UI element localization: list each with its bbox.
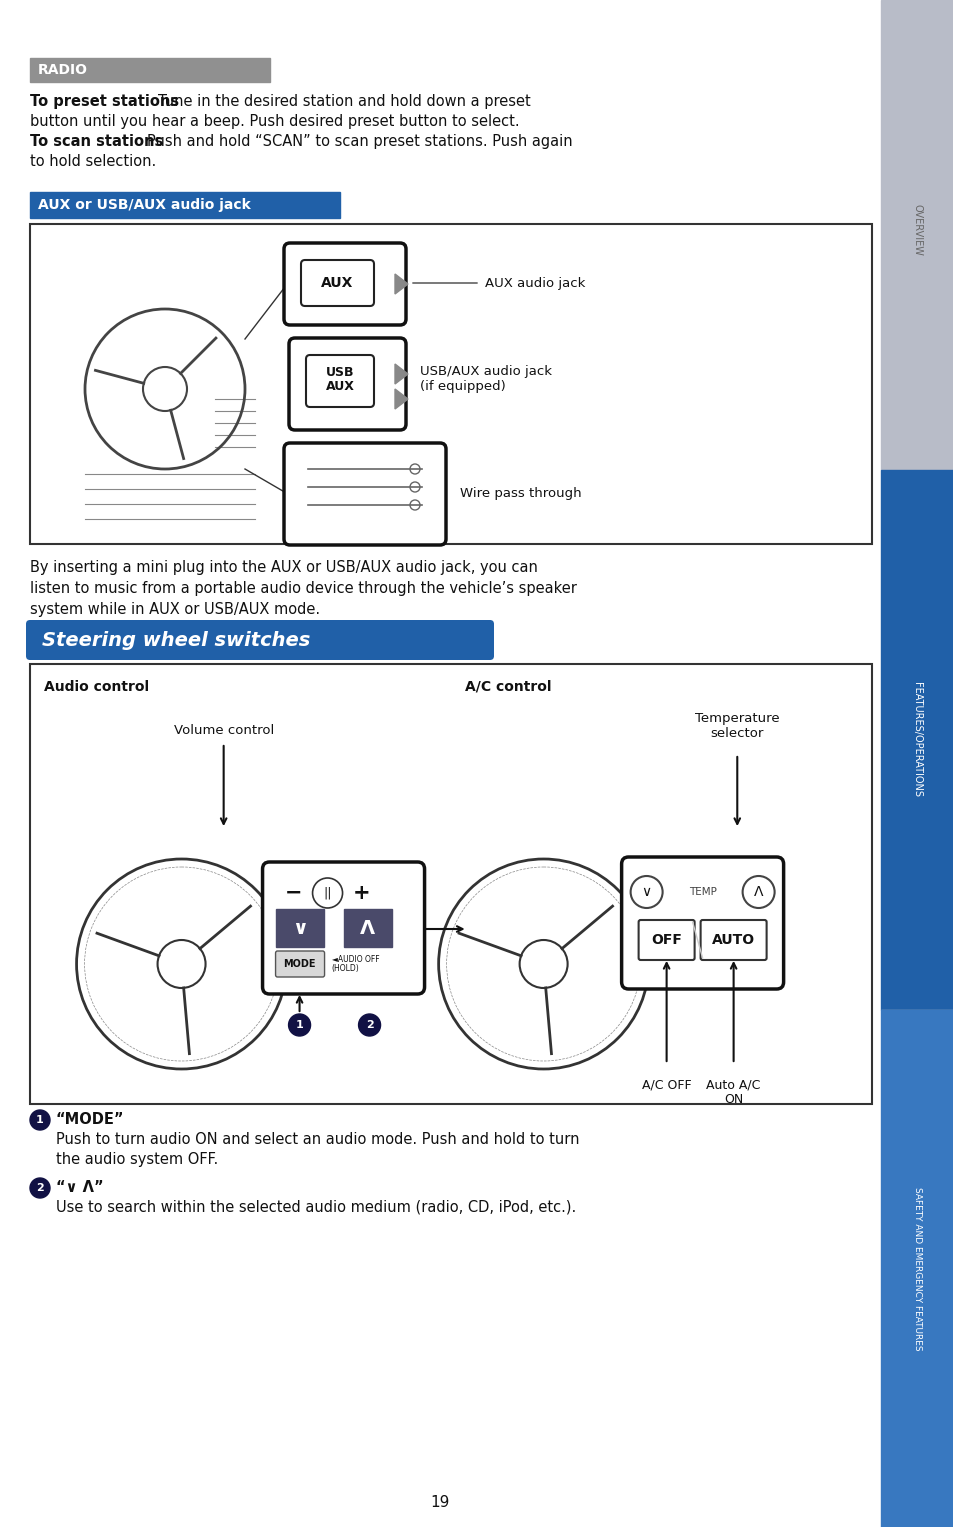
- Text: ∨: ∨: [640, 886, 651, 899]
- Text: AUX audio jack: AUX audio jack: [484, 276, 585, 290]
- Text: TEMP: TEMP: [688, 887, 716, 896]
- Text: SAFETY AND EMERGENCY FEATURES: SAFETY AND EMERGENCY FEATURES: [912, 1186, 921, 1350]
- Text: ∨: ∨: [292, 919, 307, 939]
- Text: Wire pass through: Wire pass through: [459, 487, 581, 501]
- Text: 2: 2: [365, 1020, 373, 1031]
- Text: USB
AUX: USB AUX: [325, 365, 355, 392]
- Bar: [30, 58, 270, 82]
- Text: Use to search within the selected audio medium (radio, CD, iPod, etc.).: Use to search within the selected audio …: [56, 1200, 576, 1215]
- Text: Push to turn audio ON and select an audio mode. Push and hold to turn: Push to turn audio ON and select an audi…: [56, 1132, 578, 1147]
- Text: 1: 1: [36, 1115, 44, 1125]
- FancyBboxPatch shape: [275, 951, 324, 977]
- Text: +: +: [353, 883, 370, 902]
- Text: A/C control: A/C control: [464, 680, 551, 693]
- Text: −: −: [285, 883, 302, 902]
- FancyBboxPatch shape: [301, 260, 374, 305]
- Text: Temperature
selector: Temperature selector: [694, 712, 779, 741]
- Text: ||: ||: [323, 887, 332, 899]
- Polygon shape: [395, 273, 408, 295]
- Circle shape: [358, 1014, 380, 1035]
- FancyBboxPatch shape: [700, 919, 766, 960]
- Text: By inserting a mini plug into the AUX or USB/AUX audio jack, you can: By inserting a mini plug into the AUX or…: [30, 560, 537, 576]
- Text: “MODE”: “MODE”: [56, 1112, 125, 1127]
- Polygon shape: [395, 389, 408, 409]
- Text: Audio control: Audio control: [44, 680, 149, 693]
- Circle shape: [288, 1014, 311, 1035]
- Circle shape: [30, 1110, 50, 1130]
- Text: Push and hold “SCAN” to scan preset stations. Push again: Push and hold “SCAN” to scan preset stat…: [147, 134, 572, 150]
- Text: Λ: Λ: [753, 886, 762, 899]
- Text: AUTO: AUTO: [711, 933, 755, 947]
- Text: Auto A/C
ON: Auto A/C ON: [705, 1078, 760, 1106]
- Text: button until you hear a beep. Push desired preset button to select.: button until you hear a beep. Push desir…: [30, 115, 519, 128]
- Text: MODE: MODE: [283, 959, 315, 970]
- Text: To scan stations: To scan stations: [30, 134, 163, 150]
- FancyBboxPatch shape: [306, 354, 374, 408]
- Bar: [880, 1009, 953, 1527]
- FancyBboxPatch shape: [262, 863, 424, 994]
- FancyBboxPatch shape: [26, 620, 494, 660]
- Bar: [880, 470, 953, 1009]
- Text: 1: 1: [295, 1020, 303, 1031]
- Text: listen to music from a portable audio device through the vehicle’s speaker: listen to music from a portable audio de…: [30, 580, 577, 596]
- Text: FEATURES/OPERATIONS: FEATURES/OPERATIONS: [911, 683, 922, 797]
- Text: ◄AUDIO OFF: ◄AUDIO OFF: [332, 956, 378, 965]
- Text: To preset stations: To preset stations: [30, 95, 179, 108]
- Text: AUX: AUX: [320, 276, 353, 290]
- Text: Volume control: Volume control: [173, 724, 274, 738]
- Text: USB/AUX audio jack
(if equipped): USB/AUX audio jack (if equipped): [419, 365, 552, 392]
- Bar: [343, 909, 391, 947]
- Bar: [275, 909, 323, 947]
- Text: 19: 19: [430, 1495, 449, 1510]
- Text: the audio system OFF.: the audio system OFF.: [56, 1151, 218, 1167]
- Text: AUX or USB/AUX audio jack: AUX or USB/AUX audio jack: [38, 199, 251, 212]
- Text: OVERVIEW: OVERVIEW: [911, 205, 922, 257]
- Polygon shape: [395, 363, 408, 383]
- FancyBboxPatch shape: [284, 243, 406, 325]
- FancyBboxPatch shape: [289, 337, 406, 431]
- Text: Steering wheel switches: Steering wheel switches: [42, 631, 310, 649]
- FancyBboxPatch shape: [284, 443, 446, 545]
- Text: system while in AUX or USB/AUX mode.: system while in AUX or USB/AUX mode.: [30, 602, 320, 617]
- Bar: [30, 224, 871, 544]
- Text: A/C OFF: A/C OFF: [641, 1078, 691, 1090]
- Bar: [30, 664, 871, 1104]
- Text: 2: 2: [36, 1183, 44, 1193]
- Text: “∨ Λ”: “∨ Λ”: [56, 1180, 104, 1196]
- FancyBboxPatch shape: [621, 857, 782, 989]
- Text: OFF: OFF: [651, 933, 681, 947]
- Text: Tune in the desired station and hold down a preset: Tune in the desired station and hold dow…: [158, 95, 530, 108]
- Text: Λ: Λ: [359, 919, 375, 939]
- Circle shape: [30, 1177, 50, 1199]
- Text: to hold selection.: to hold selection.: [30, 154, 156, 169]
- Bar: [30, 192, 339, 218]
- Text: RADIO: RADIO: [38, 63, 88, 76]
- Text: (HOLD): (HOLD): [332, 965, 359, 974]
- FancyBboxPatch shape: [638, 919, 694, 960]
- Bar: [880, 0, 953, 470]
